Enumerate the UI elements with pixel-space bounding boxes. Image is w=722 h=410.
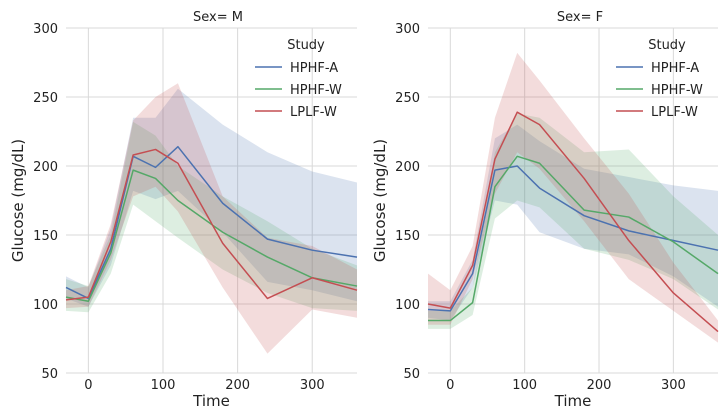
legend-item-hphf-w: HPHF-W [255, 83, 342, 98]
y-axis-label: Glucose (mg/dL) [9, 139, 27, 262]
tick-labels: 0 100 200 300 50 100 150 200 250 300 [395, 22, 686, 393]
y-tick-label: 50 [41, 367, 58, 382]
legend-label: HPHF-A [290, 61, 338, 76]
grid [428, 27, 718, 374]
y-tick-label: 250 [33, 91, 58, 106]
panel-title: Sex= F [557, 10, 603, 25]
series-lines [427, 111, 719, 333]
legend-item-hphf-a: HPHF-A [255, 61, 338, 76]
legend-title: Study [648, 38, 686, 53]
legend-label: HPHF-W [290, 83, 342, 98]
legend-item-lplf-w: LPLF-W [616, 105, 698, 120]
series-lines [65, 145, 358, 302]
legend-label: HPHF-W [651, 83, 703, 98]
y-tick-label: 150 [395, 229, 420, 244]
x-tick-label: 0 [446, 378, 454, 393]
band-hphf-a [428, 124, 718, 321]
series-line-hphf-a [427, 165, 719, 312]
band-hphf-w [428, 113, 718, 329]
y-tick-label: 300 [33, 22, 58, 37]
legend-item-hphf-a: HPHF-A [616, 61, 699, 76]
band-hphf-a [66, 88, 357, 307]
y-tick-label: 100 [395, 298, 420, 313]
x-axis-label: Time [192, 392, 230, 410]
series-line-hphf-w [65, 169, 358, 302]
panel-title: Sex= M [193, 10, 243, 25]
legend-label: LPLF-W [290, 105, 337, 120]
x-tick-label: 100 [512, 378, 537, 393]
legend: Study HPHF-A HPHF-W LPLF-W [616, 38, 703, 120]
y-tick-label: 150 [33, 229, 58, 244]
y-tick-label: 200 [395, 160, 420, 175]
y-tick-label: 50 [403, 367, 420, 382]
x-tick-label: 300 [300, 378, 325, 393]
legend: Study HPHF-A HPHF-W LPLF-W [255, 38, 342, 120]
x-tick-label: 200 [225, 378, 250, 393]
tick-labels: 0 100 200 300 50 100 150 200 250 300 [33, 22, 324, 393]
band-lplf-w [66, 83, 357, 354]
x-tick-label: 0 [84, 378, 92, 393]
panel-sex-m: 0 100 200 300 50 100 150 200 250 300 Time Glucose (… [9, 10, 358, 410]
series-line-lplf-w [427, 111, 719, 333]
x-tick-label: 200 [587, 378, 612, 393]
y-axis-label: Glucose (mg/dL) [371, 139, 389, 262]
legend-label: HPHF-A [651, 61, 699, 76]
y-tick-label: 300 [395, 22, 420, 37]
legend-title: Study [287, 38, 325, 53]
x-tick-label: 100 [151, 378, 176, 393]
legend-label: LPLF-W [651, 105, 698, 120]
y-tick-label: 250 [395, 91, 420, 106]
series-line-lplf-w [65, 148, 358, 301]
y-tick-label: 200 [33, 160, 58, 175]
x-axis-label: Time [554, 392, 592, 410]
panel-sex-f: 0 100 200 300 50 100 150 200 250 300 Time Glucose (… [371, 10, 719, 410]
legend-item-hphf-w: HPHF-W [616, 83, 703, 98]
confidence-bands [66, 83, 357, 354]
legend-item-lplf-w: LPLF-W [255, 105, 337, 120]
series-line-hphf-w [428, 155, 719, 322]
x-tick-label: 300 [661, 378, 686, 393]
y-tick-label: 100 [33, 298, 58, 313]
